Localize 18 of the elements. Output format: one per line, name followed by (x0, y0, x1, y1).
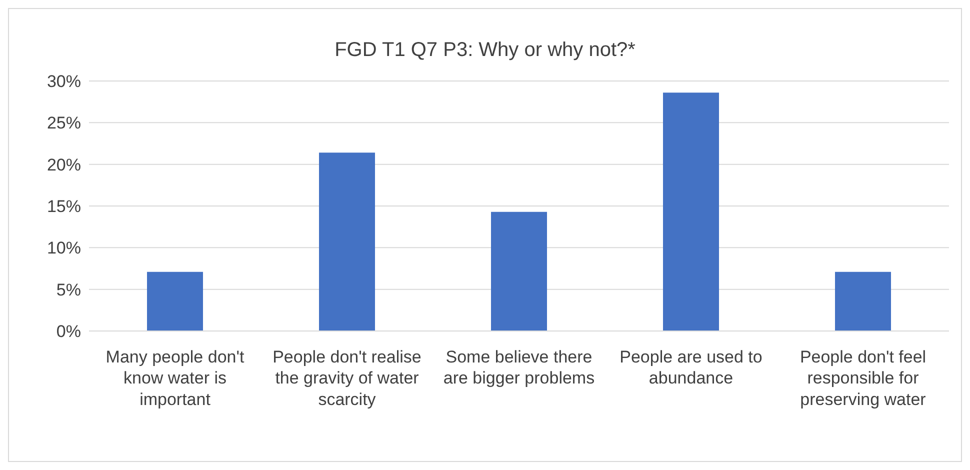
y-tick-label: 20% (46, 155, 81, 174)
y-tick-label: 30% (46, 72, 81, 92)
x-tick-label: People don't realise the gravity of water scarcity (272, 347, 422, 409)
y-tick-label: 0% (56, 322, 81, 342)
y-tick-label: 5% (56, 280, 81, 300)
y-tick-label: 15% (46, 197, 81, 216)
bar (147, 272, 203, 331)
y-tick-label: 25% (46, 114, 81, 133)
bar (319, 152, 375, 331)
x-tick-label: Many people don't know water is important (106, 347, 244, 409)
x-tick-label: Some believe there are bigger problems (443, 347, 595, 388)
bar (835, 272, 891, 331)
x-tick-label: People don't feel responsible for preserving water (800, 347, 926, 409)
x-tick-label: People are used to abundance (620, 347, 762, 388)
y-tick-label: 10% (46, 238, 81, 258)
bar (663, 92, 719, 331)
bar (491, 212, 547, 331)
chart-title: FGD T1 Q7 P3: Why or why not?* (334, 38, 636, 63)
